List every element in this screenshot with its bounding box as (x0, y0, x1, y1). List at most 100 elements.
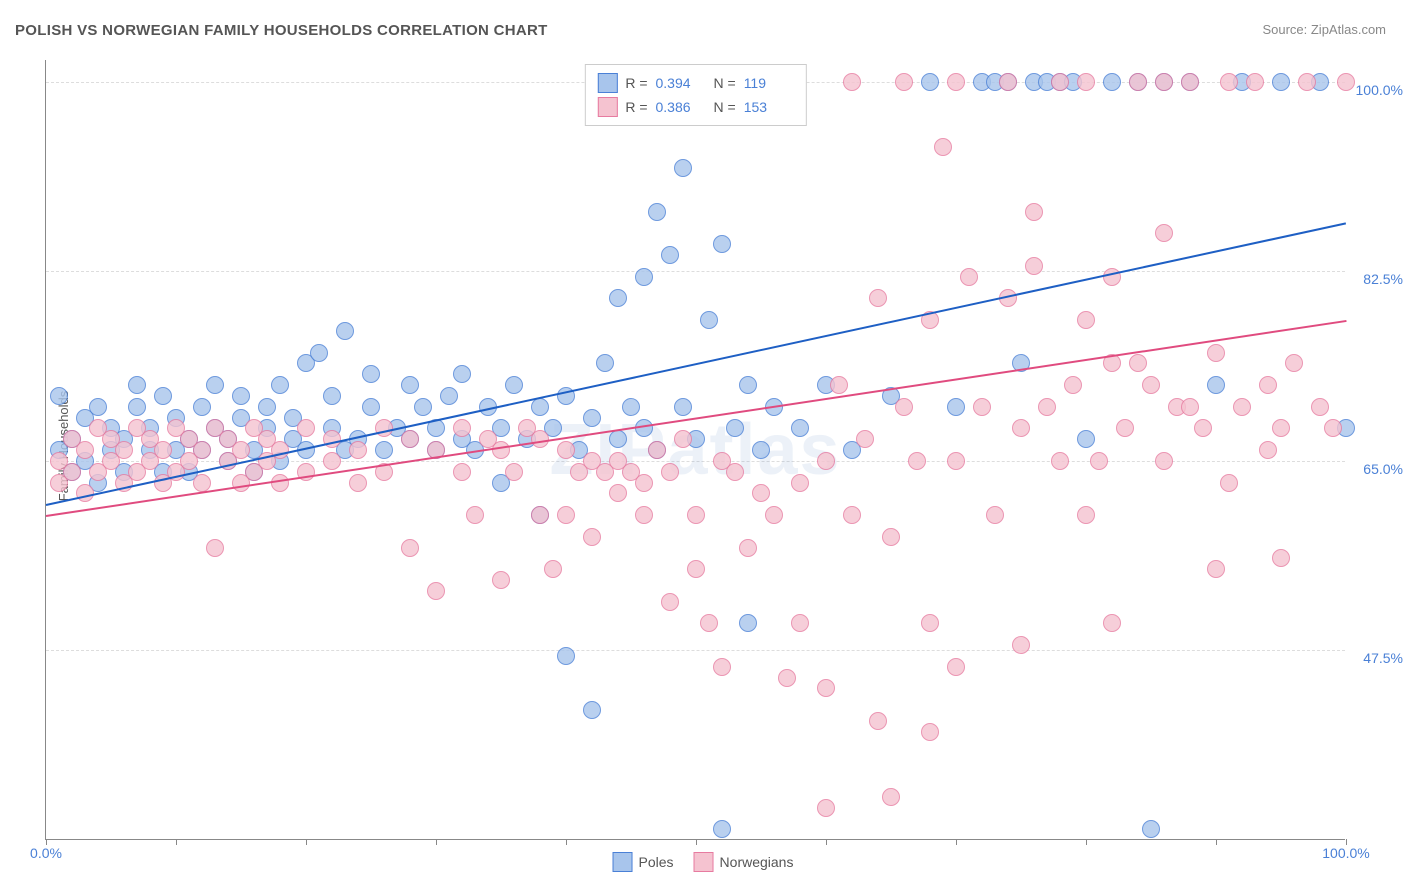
data-point (791, 474, 809, 492)
data-point (817, 679, 835, 697)
data-point (700, 311, 718, 329)
data-point (791, 419, 809, 437)
data-point (713, 235, 731, 253)
data-point (531, 506, 549, 524)
data-point (1012, 419, 1030, 437)
data-point (1051, 73, 1069, 91)
data-point (1129, 73, 1147, 91)
data-point (1181, 398, 1199, 416)
data-point (76, 441, 94, 459)
data-point (687, 560, 705, 578)
data-point (869, 289, 887, 307)
data-point (50, 387, 68, 405)
data-point (336, 322, 354, 340)
x-tick-mark (1216, 839, 1217, 845)
legend-swatch-poles-icon (613, 852, 633, 872)
data-point (1220, 474, 1238, 492)
data-point (1207, 560, 1225, 578)
legend-row-norwegians: R = 0.386 N = 153 (597, 95, 793, 119)
data-point (986, 506, 1004, 524)
data-point (921, 614, 939, 632)
data-point (609, 289, 627, 307)
data-point (895, 398, 913, 416)
data-point (960, 268, 978, 286)
data-point (700, 614, 718, 632)
data-point (583, 701, 601, 719)
data-point (1103, 614, 1121, 632)
data-point (1324, 419, 1342, 437)
legend-label-poles: Poles (639, 854, 674, 870)
data-point (635, 474, 653, 492)
data-point (726, 419, 744, 437)
data-point (622, 398, 640, 416)
data-point (856, 430, 874, 448)
legend-swatch-norwegians-icon (694, 852, 714, 872)
data-point (1155, 73, 1173, 91)
data-point (635, 419, 653, 437)
x-tick-mark (176, 839, 177, 845)
data-point (778, 669, 796, 687)
data-point (895, 73, 913, 91)
data-point (323, 430, 341, 448)
data-point (1077, 506, 1095, 524)
data-point (401, 539, 419, 557)
data-point (1311, 398, 1329, 416)
data-point (596, 354, 614, 372)
data-point (1220, 73, 1238, 91)
data-point (427, 582, 445, 600)
data-point (115, 441, 133, 459)
data-point (128, 376, 146, 394)
data-point (1077, 73, 1095, 91)
data-point (1077, 430, 1095, 448)
r-label: R = (625, 75, 647, 91)
data-point (713, 820, 731, 838)
data-point (752, 484, 770, 502)
data-point (414, 398, 432, 416)
data-point (1272, 419, 1290, 437)
data-point (349, 441, 367, 459)
data-point (635, 506, 653, 524)
legend-item-poles: Poles (613, 852, 674, 872)
data-point (1025, 257, 1043, 275)
data-point (362, 365, 380, 383)
data-point (882, 788, 900, 806)
data-point (765, 506, 783, 524)
data-point (726, 463, 744, 481)
x-tick-mark (696, 839, 697, 845)
data-point (1337, 73, 1355, 91)
data-point (947, 398, 965, 416)
data-point (1207, 376, 1225, 394)
data-point (323, 387, 341, 405)
data-point (453, 419, 471, 437)
n-value-poles: 119 (744, 75, 794, 91)
data-point (1207, 344, 1225, 362)
data-point (453, 463, 471, 481)
data-point (869, 712, 887, 730)
data-point (505, 376, 523, 394)
y-tick-label: 82.5% (1363, 271, 1403, 287)
data-point (440, 387, 458, 405)
data-point (739, 376, 757, 394)
data-point (206, 539, 224, 557)
data-point (1285, 354, 1303, 372)
data-point (310, 344, 328, 362)
data-point (505, 463, 523, 481)
data-point (154, 387, 172, 405)
data-point (661, 246, 679, 264)
n-label: N = (714, 75, 736, 91)
x-tick-mark (956, 839, 957, 845)
data-point (232, 387, 250, 405)
data-point (1129, 354, 1147, 372)
data-point (544, 560, 562, 578)
data-point (63, 463, 81, 481)
chart-title: POLISH VS NORWEGIAN FAMILY HOUSEHOLDS CO… (15, 22, 548, 39)
data-point (713, 658, 731, 676)
data-point (154, 441, 172, 459)
data-point (1259, 441, 1277, 459)
data-point (947, 452, 965, 470)
data-point (492, 571, 510, 589)
data-point (674, 430, 692, 448)
x-tick-mark (566, 839, 567, 845)
data-point (791, 614, 809, 632)
n-value-norwegians: 153 (744, 99, 794, 115)
